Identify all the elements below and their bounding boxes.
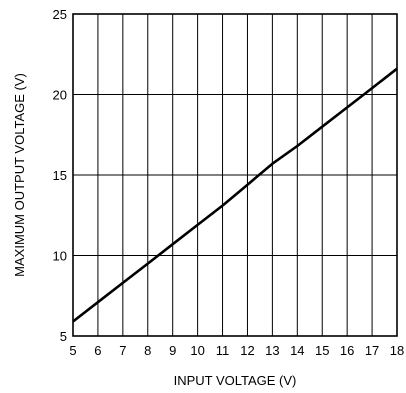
y-tick-label: 5 — [60, 329, 67, 344]
x-tick-label: 8 — [144, 343, 151, 358]
y-axis-title: MAXIMUM OUTPUT VOLTAGE (V) — [12, 73, 27, 277]
x-tick-label: 15 — [315, 343, 329, 358]
x-tick-labels: 5 6 7 8 9 10 11 12 13 14 15 16 17 18 — [69, 343, 404, 358]
x-tick-label: 11 — [216, 343, 230, 358]
x-tick-label: 10 — [190, 343, 204, 358]
x-tick-label: 12 — [240, 343, 254, 358]
x-tick-label: 6 — [94, 343, 101, 358]
y-tick-label: 20 — [53, 88, 67, 103]
y-tick-label: 25 — [53, 7, 67, 22]
x-tick-label: 18 — [390, 343, 404, 358]
grid-lines — [73, 14, 397, 336]
x-tick-label: 5 — [69, 343, 76, 358]
series-layer — [72, 67, 398, 323]
y-tick-label: 10 — [53, 249, 67, 264]
y-tick-labels: 5 10 15 20 25 — [53, 7, 67, 344]
x-tick-label: 13 — [265, 343, 279, 358]
x-axis-title: INPUT VOLTAGE (V) — [174, 373, 297, 388]
x-tick-label: 7 — [119, 343, 126, 358]
x-tick-label: 16 — [340, 343, 354, 358]
y-tick-label: 15 — [53, 168, 67, 183]
x-tick-label: 14 — [290, 343, 304, 358]
x-tick-label: 17 — [365, 343, 379, 358]
series-line-0 — [72, 67, 398, 323]
x-tick-label: 9 — [169, 343, 176, 358]
plot-frame — [72, 13, 398, 337]
